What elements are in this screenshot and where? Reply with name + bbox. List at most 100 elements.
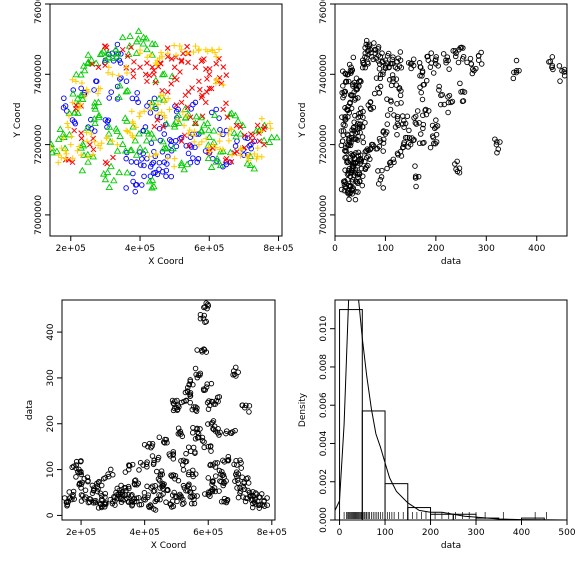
data-point: [147, 100, 154, 107]
data-point: [147, 106, 154, 113]
x-tick-label: 0: [332, 244, 338, 254]
data-point: [256, 138, 263, 144]
data-point: [159, 87, 166, 94]
data-point: [132, 478, 138, 484]
data-point: [201, 312, 207, 319]
data-point: [169, 144, 177, 152]
data-point: [370, 104, 377, 111]
data-point: [163, 499, 169, 505]
data-point: [216, 488, 222, 494]
data-point: [90, 102, 99, 110]
data-point: [405, 144, 411, 150]
data-point: [229, 152, 236, 159]
series-plus: [50, 42, 274, 170]
data-point: [389, 60, 395, 67]
data-point: [91, 87, 97, 93]
data-point: [61, 95, 67, 102]
data-point: [252, 496, 258, 503]
data-point: [421, 81, 427, 88]
data-point: [134, 90, 140, 96]
data-point: [431, 140, 437, 147]
x-tick-label: 300: [467, 528, 484, 538]
data-point: [377, 83, 384, 90]
data-point: [248, 145, 254, 152]
data-point: [346, 196, 352, 203]
data-point: [142, 34, 151, 42]
data-point: [93, 78, 99, 84]
data-point: [217, 429, 223, 436]
data-point: [377, 75, 383, 82]
data-point: [550, 66, 556, 73]
data-point: [176, 42, 183, 49]
data-point: [109, 472, 116, 478]
data-point: [346, 61, 353, 68]
data-point: [105, 129, 113, 137]
data-point: [58, 145, 65, 152]
data-point: [383, 63, 389, 69]
data-point: [92, 499, 99, 506]
data-point: [246, 403, 253, 409]
data-point: [273, 133, 281, 141]
data-point: [132, 477, 139, 483]
data-point: [371, 90, 378, 97]
data-point: [180, 482, 187, 489]
data-point: [87, 56, 96, 63]
data-point: [184, 104, 191, 111]
data-point: [160, 491, 166, 497]
data-point: [192, 43, 199, 50]
data-point: [110, 154, 116, 161]
data-point: [457, 80, 463, 87]
x-tick-label: 2e+05: [56, 244, 86, 254]
data-point: [94, 98, 103, 105]
data-point: [356, 178, 363, 185]
data-point: [419, 96, 426, 103]
data-point: [152, 498, 159, 505]
x-axis-title: data: [441, 541, 461, 551]
data-point: [492, 136, 498, 142]
y-tick-label: 7600000: [34, 0, 44, 24]
data-point: [387, 106, 394, 113]
data-point: [237, 145, 244, 152]
data-point: [189, 85, 195, 91]
data-point: [212, 158, 220, 165]
data-point: [175, 117, 182, 123]
data-point: [102, 490, 109, 497]
data-point: [144, 464, 150, 470]
data-point: [185, 150, 192, 157]
data-point: [510, 75, 517, 82]
data-point: [212, 460, 218, 466]
data-point: [348, 68, 355, 75]
data-point: [131, 481, 138, 487]
data-point: [373, 75, 380, 81]
data-point: [185, 444, 192, 450]
data-point: [419, 69, 426, 76]
data-point: [169, 473, 175, 480]
data-point: [356, 171, 363, 178]
data-point: [376, 66, 383, 72]
data-point: [98, 482, 105, 489]
data-point: [187, 114, 194, 121]
data-point: [393, 82, 400, 88]
data-point: [243, 159, 252, 167]
data-point: [192, 120, 199, 127]
data-point: [226, 148, 235, 156]
data-point: [356, 169, 362, 176]
data-point: [161, 131, 168, 137]
data-point: [383, 129, 390, 135]
data-point: [89, 152, 97, 160]
data-point: [190, 132, 197, 139]
data-point: [224, 498, 230, 504]
data-point: [440, 51, 447, 57]
data-point: [123, 495, 130, 502]
data-point: [95, 111, 103, 119]
data-point: [123, 86, 132, 94]
data-point: [425, 57, 432, 63]
data-points: [62, 300, 271, 513]
data-point: [213, 77, 220, 84]
data-point: [173, 102, 180, 109]
data-point: [147, 502, 154, 508]
data-point: [391, 112, 397, 118]
data-point: [151, 123, 158, 130]
data-point: [197, 127, 206, 135]
y-tick-label: 7400000: [319, 54, 329, 94]
